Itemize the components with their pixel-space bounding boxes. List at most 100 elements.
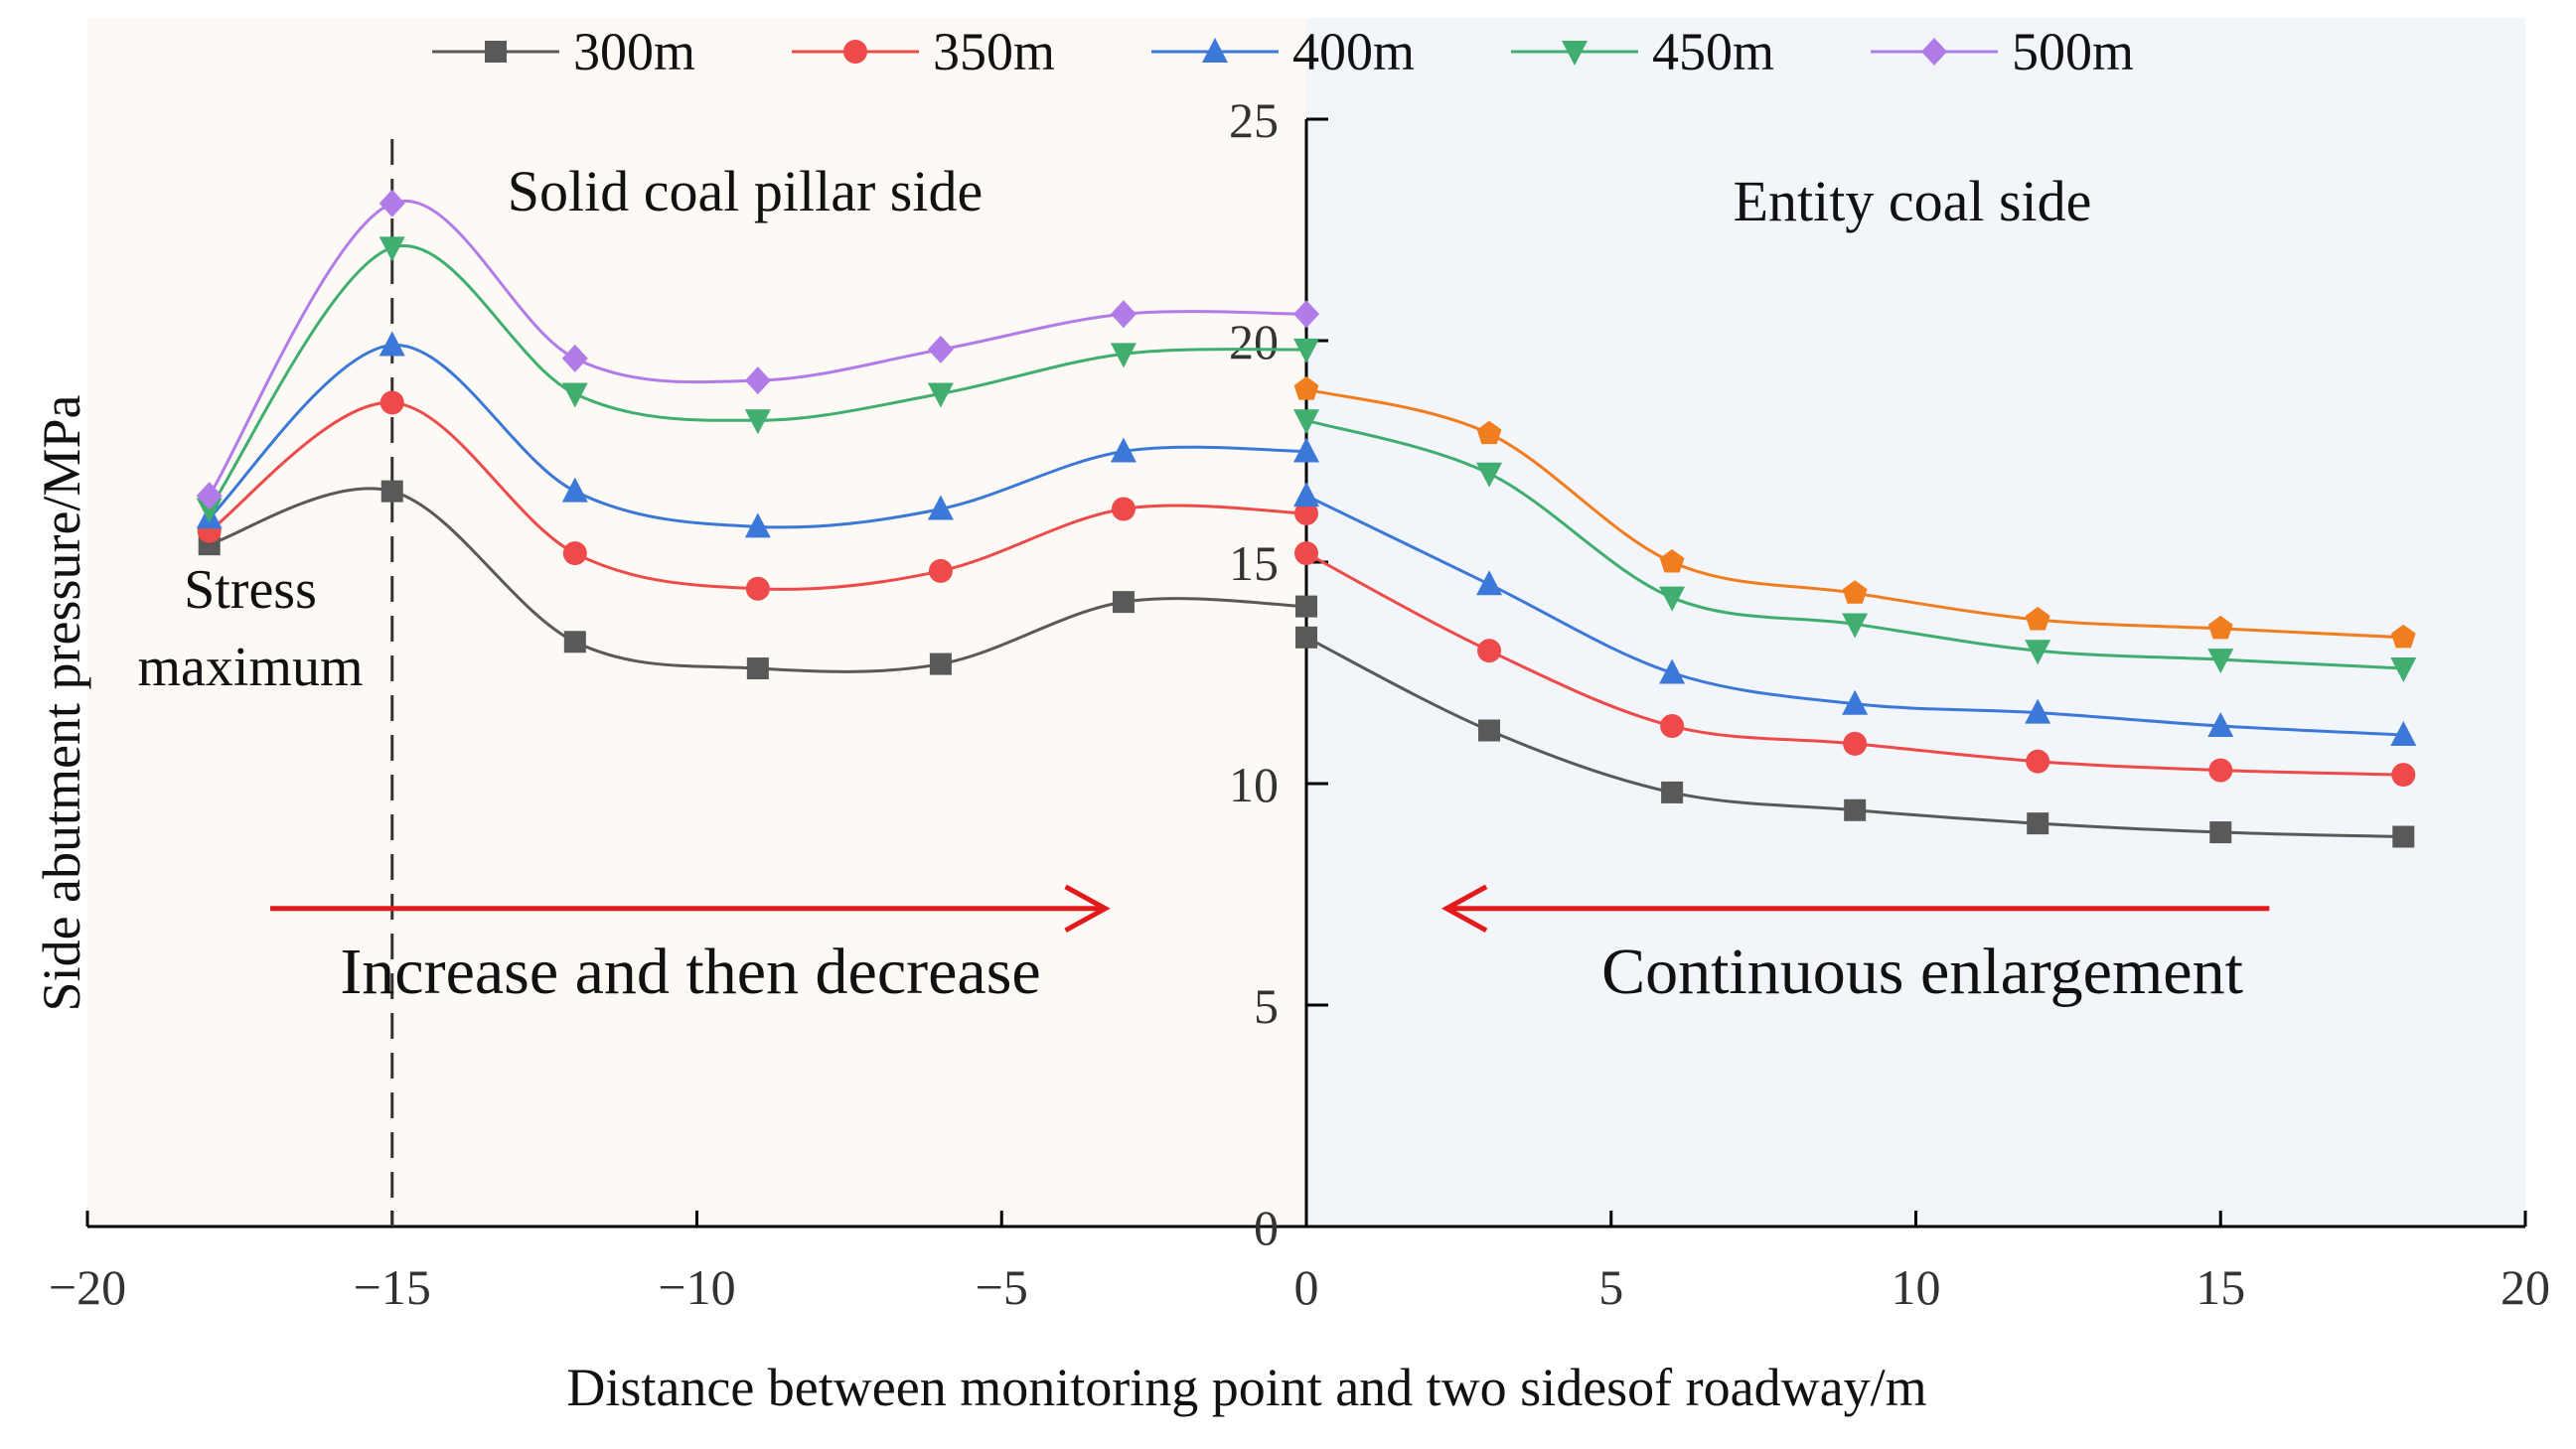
stress-maximum-label-line2: maximum	[137, 637, 363, 698]
data-point	[1659, 549, 1685, 573]
series-400m	[196, 331, 2417, 746]
x-tick-label: 5	[1598, 1259, 1623, 1315]
data-point	[380, 480, 403, 503]
data-point	[1293, 437, 1319, 463]
data-point	[379, 236, 405, 262]
data-point	[562, 541, 587, 566]
data-point	[1295, 626, 1317, 649]
legend-label: 500m	[2012, 22, 2134, 81]
y-tick-label: 10	[1229, 757, 1279, 812]
legend-item-300m: 300m	[432, 22, 695, 81]
data-point	[928, 558, 953, 583]
left-trend-arrow	[270, 884, 1111, 933]
data-point	[2390, 720, 2417, 746]
series-350m	[197, 390, 2416, 788]
right-region-label: Entity coal side	[1734, 169, 2092, 233]
legend-item-400m: 400m	[1151, 22, 1415, 81]
x-ticks: −20 −15 −10 −5 0 5 10 15 20	[49, 1211, 2550, 1315]
data-point	[1295, 595, 1317, 618]
data-point	[1293, 338, 1319, 363]
x-axis-title: Distance between monitoring point and tw…	[566, 1358, 1926, 1417]
data-point	[1659, 586, 1686, 612]
x-tick-label: −20	[49, 1259, 126, 1315]
data-point	[1112, 591, 1135, 614]
x-tick-label: 20	[2500, 1259, 2550, 1315]
stress-maximum-label-line1: Stress	[184, 559, 317, 621]
legend-marker	[1202, 38, 1228, 63]
data-point	[2390, 657, 2417, 683]
left-trend-label: Increase and then decrease	[340, 936, 1040, 1008]
series-450m	[196, 236, 2417, 683]
data-point	[1111, 497, 1136, 521]
data-point	[2025, 698, 2051, 724]
legend: 300m 350m 400m 450m 500m	[432, 22, 2134, 81]
x-tick-label: −15	[354, 1259, 431, 1315]
data-point	[927, 335, 954, 363]
data-point	[1294, 501, 1318, 525]
series-500m	[196, 189, 2416, 649]
legend-label: 450m	[1652, 22, 1774, 81]
data-point	[1842, 613, 1869, 639]
legend-marker	[485, 41, 507, 63]
y-tick-label: 20	[1229, 314, 1279, 369]
data-point	[379, 189, 405, 217]
y-tick-label: 25	[1229, 92, 1279, 148]
x-tick-label: 15	[2196, 1259, 2245, 1315]
data-point	[1842, 580, 1868, 604]
x-tick-label: 10	[1892, 1259, 1941, 1315]
data-point	[196, 482, 223, 510]
data-point	[379, 390, 404, 415]
data-point	[2209, 821, 2232, 844]
data-point	[1110, 437, 1136, 463]
data-point	[561, 382, 588, 408]
data-point	[929, 652, 952, 675]
data-point	[2027, 812, 2049, 835]
data-point	[927, 495, 954, 520]
data-point	[1293, 482, 1319, 507]
data-point	[2392, 825, 2415, 848]
y-axis-title: Side abutment pressure/MPa	[32, 395, 91, 1012]
data-point	[1477, 639, 1502, 663]
data-point	[2208, 758, 2233, 783]
data-point	[2390, 624, 2416, 649]
left-region-label: Solid coal pillar side	[508, 159, 983, 223]
data-point	[1842, 689, 1869, 715]
left-region-background	[87, 18, 1306, 1227]
x-tick-label: −10	[658, 1259, 735, 1315]
data-point	[746, 657, 769, 680]
data-point	[2025, 606, 2050, 631]
y-tick-label: 5	[1254, 978, 1279, 1034]
data-point	[1293, 376, 1319, 400]
data-point	[1659, 658, 1686, 684]
data-point	[744, 366, 771, 395]
data-point	[744, 409, 771, 435]
right-trend-label: Continuous enlargement	[1601, 936, 2243, 1008]
right-trend-arrow	[1440, 884, 2270, 933]
data-point	[1476, 462, 1503, 488]
data-point	[196, 498, 223, 523]
data-point	[1476, 570, 1503, 596]
legend-item-500m: 500m	[1871, 22, 2134, 81]
y-tick-label: 0	[1254, 1200, 1279, 1255]
data-point	[2207, 649, 2234, 674]
legend-marker	[1562, 41, 1588, 66]
data-point	[1293, 409, 1319, 435]
legend-label: 350m	[933, 22, 1055, 81]
y-tick-label: 15	[1229, 535, 1279, 591]
data-point	[1294, 541, 1318, 566]
data-point	[379, 331, 405, 357]
data-point	[744, 512, 771, 538]
data-point	[1843, 731, 1868, 756]
data-point	[561, 477, 588, 503]
data-point	[1661, 781, 1684, 803]
series-layer	[196, 189, 2417, 848]
data-point	[927, 382, 954, 408]
legend-item-450m: 450m	[1511, 22, 1774, 81]
data-point	[2207, 615, 2233, 640]
right-region-background	[1306, 18, 2525, 1227]
data-point	[2391, 763, 2416, 788]
x-tick-label: 0	[1294, 1259, 1319, 1315]
legend-marker	[1921, 38, 1947, 66]
trend-arrows	[270, 884, 2270, 933]
data-point	[1293, 300, 1319, 329]
